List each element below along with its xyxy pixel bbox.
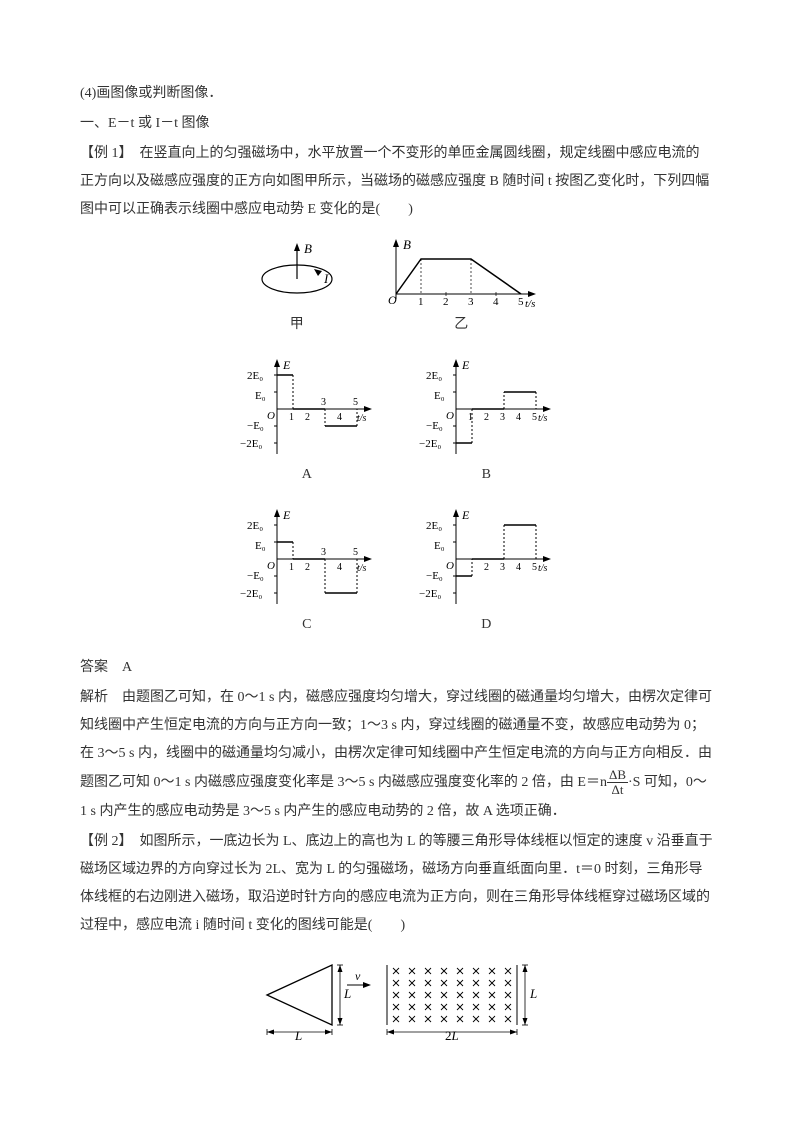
jia-label: 甲 <box>252 311 342 339</box>
svg-text:4: 4 <box>516 412 521 423</box>
svg-text:v: v <box>355 969 361 983</box>
svg-text:L: L <box>294 1028 302 1040</box>
ex1-option-row2: E O 2E₀ E₀ −E₀ −2E₀ 1 2 3 4 5 t/s C <box>80 504 713 644</box>
ex2-figure: L v L <box>80 950 713 1051</box>
ex2-question: 如图所示，一底边长为 L、底边上的高也为 L 的等腰三角形导体线框以恒定的速度 … <box>80 834 713 933</box>
ex1-answer: 答案 A <box>80 654 713 682</box>
svg-text:E₀: E₀ <box>255 390 266 402</box>
option-D-label: D <box>416 611 556 639</box>
svg-text:B: B <box>403 239 411 252</box>
I-label: I <box>323 271 329 286</box>
yi-label: 乙 <box>381 311 541 339</box>
svg-text:2: 2 <box>305 562 310 573</box>
svg-text:t/s: t/s <box>538 563 548 574</box>
intro-line: (4)画图像或判断图像． <box>80 80 713 108</box>
triangle-field-diagram: L v L <box>247 950 547 1040</box>
option-D-graph: E O 2E₀ E₀ −E₀ −2E₀ 2 3 4 5 t/s D <box>416 509 556 639</box>
svg-text:4: 4 <box>337 562 342 573</box>
example1: 【例 1】 在竖直向上的匀强磁场中，水平放置一个不变形的单匝金属圆线圈，规定线圈… <box>80 140 713 224</box>
svg-text:−E₀: −E₀ <box>426 420 443 432</box>
svg-text:E₀: E₀ <box>255 540 266 552</box>
option-C-graph: E O 2E₀ E₀ −E₀ −2E₀ 1 2 3 4 5 t/s C <box>237 509 377 639</box>
svg-text:2E₀: 2E₀ <box>247 370 263 382</box>
section-heading: 一、E－t 或 I－t 图像 <box>80 110 713 138</box>
ex1-given-figures: B I 甲 B O 1 2 3 4 5 t/s 乙 <box>80 234 713 344</box>
svg-text:O: O <box>267 410 275 422</box>
svg-text:5: 5 <box>532 562 537 573</box>
svg-text:t/s: t/s <box>538 413 548 424</box>
svg-text:2: 2 <box>484 412 489 423</box>
option-A-graph: E O 2E₀ E₀ −E₀ −2E₀ 1 2 3 4 5 t/s <box>237 359 377 489</box>
svg-text:O: O <box>388 293 397 307</box>
svg-text:2E₀: 2E₀ <box>426 370 442 382</box>
explain-label: 解析 <box>80 690 108 705</box>
svg-text:O: O <box>267 560 275 572</box>
ex1-label: 【例 1】 <box>80 146 126 161</box>
svg-text:−2E₀: −2E₀ <box>419 588 441 600</box>
svg-text:O: O <box>446 410 454 422</box>
svg-text:L: L <box>343 986 351 1001</box>
svg-text:2L: 2L <box>445 1028 459 1040</box>
b-t-graph: B O 1 2 3 4 5 t/s <box>381 239 541 309</box>
svg-text:5: 5 <box>353 547 358 558</box>
svg-text:−E₀: −E₀ <box>247 420 264 432</box>
option-B-graph: E O 2E₀ E₀ −E₀ −2E₀ 1 2 3 4 5 t/s B <box>416 359 556 489</box>
svg-text:1: 1 <box>289 412 294 423</box>
svg-text:t/s: t/s <box>357 563 367 574</box>
svg-text:t/s: t/s <box>525 298 535 309</box>
option-C-label: C <box>237 611 377 639</box>
option-B-label: B <box>416 461 556 489</box>
svg-text:O: O <box>446 560 454 572</box>
svg-text:t/s: t/s <box>357 413 367 424</box>
svg-text:−2E₀: −2E₀ <box>240 588 262 600</box>
svg-text:E: E <box>282 509 291 522</box>
svg-text:4: 4 <box>493 296 499 308</box>
svg-text:E₀: E₀ <box>434 390 445 402</box>
ex2-label: 【例 2】 <box>80 834 126 849</box>
svg-text:3: 3 <box>468 296 474 308</box>
svg-text:4: 4 <box>337 412 342 423</box>
answer-label: 答案 <box>80 660 108 675</box>
svg-text:3: 3 <box>321 397 326 408</box>
svg-text:1: 1 <box>418 296 424 308</box>
svg-text:4: 4 <box>516 562 521 573</box>
svg-text:1: 1 <box>289 562 294 573</box>
svg-text:5: 5 <box>518 296 524 308</box>
svg-text:E: E <box>461 509 470 522</box>
svg-text:L: L <box>529 986 537 1001</box>
svg-text:3: 3 <box>321 547 326 558</box>
svg-text:2: 2 <box>305 412 310 423</box>
figure-jia: B I 甲 <box>252 239 342 339</box>
fraction-db-dt: ΔBΔt <box>607 768 628 798</box>
answer-value: A <box>122 660 132 675</box>
ex1-option-row1: E O 2E₀ E₀ −E₀ −2E₀ 1 2 3 4 5 t/s <box>80 354 713 494</box>
svg-text:−2E₀: −2E₀ <box>240 438 262 450</box>
svg-text:3: 3 <box>500 562 505 573</box>
svg-text:E: E <box>461 359 470 372</box>
svg-text:2E₀: 2E₀ <box>247 520 263 532</box>
svg-text:5: 5 <box>532 412 537 423</box>
svg-text:5: 5 <box>353 397 358 408</box>
svg-text:−2E₀: −2E₀ <box>419 438 441 450</box>
ex1-explanation: 解析 由题图乙可知，在 0～1 s 内，磁感应强度均匀增大，穿过线圈的磁通量均匀… <box>80 684 713 826</box>
svg-text:E: E <box>282 359 291 372</box>
example2: 【例 2】 如图所示，一底边长为 L、底边上的高也为 L 的等腰三角形导体线框以… <box>80 828 713 940</box>
svg-text:−E₀: −E₀ <box>426 570 443 582</box>
B-label: B <box>304 241 312 256</box>
svg-text:−E₀: −E₀ <box>247 570 264 582</box>
svg-text:2: 2 <box>443 296 449 308</box>
figure-yi: B O 1 2 3 4 5 t/s 乙 <box>381 239 541 339</box>
svg-text:2E₀: 2E₀ <box>426 520 442 532</box>
svg-text:2: 2 <box>484 562 489 573</box>
coil-diagram: B I <box>252 239 342 309</box>
ex1-question: 在竖直向上的匀强磁场中，水平放置一个不变形的单匝金属圆线圈，规定线圈中感应电流的… <box>80 146 709 217</box>
option-A-label: A <box>237 461 377 489</box>
svg-text:3: 3 <box>500 412 505 423</box>
svg-text:E₀: E₀ <box>434 540 445 552</box>
